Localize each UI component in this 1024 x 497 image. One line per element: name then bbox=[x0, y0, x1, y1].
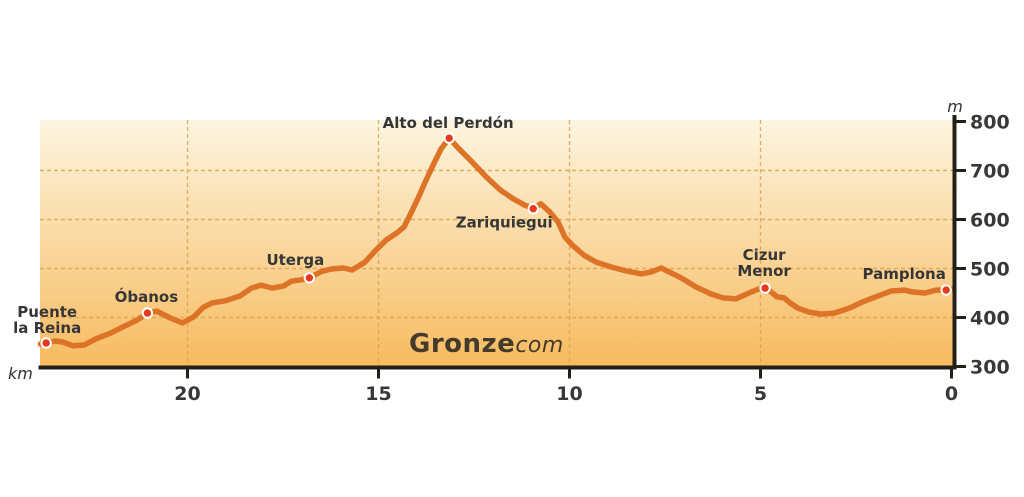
watermark-gronze: Gronzecom bbox=[409, 329, 564, 359]
station-marker-obanos bbox=[141, 307, 154, 319]
axes bbox=[38, 115, 966, 379]
elevation-line bbox=[37, 135, 955, 349]
station-marker-alto-del-perdon bbox=[443, 132, 455, 144]
y-tick-label-800: 800 bbox=[970, 112, 1010, 134]
x-tick-label-15: 15 bbox=[365, 383, 391, 405]
plot-background bbox=[40, 120, 953, 366]
station-label-uterga: Uterga bbox=[266, 251, 324, 269]
station-label-puente-la-reina: Puente la Reina bbox=[13, 303, 81, 337]
y-tick-label-500: 500 bbox=[970, 259, 1010, 281]
station-label-obanos: Óbanos bbox=[115, 287, 179, 306]
gridlines bbox=[40, 120, 953, 366]
y-tick-label-600: 600 bbox=[970, 210, 1010, 232]
watermark-suffix: com bbox=[515, 333, 564, 358]
x-tick-label-0: 0 bbox=[945, 383, 958, 405]
station-label-pamplona: Pamplona bbox=[862, 265, 945, 283]
y-axis-unit-label: m bbox=[947, 97, 963, 116]
x-tick-label-20: 20 bbox=[174, 383, 200, 405]
station-label-alto-del-perdon: Alto del Perdón bbox=[383, 114, 514, 132]
x-axis-unit-label: km bbox=[8, 364, 33, 383]
station-marker-pamplona bbox=[940, 284, 952, 296]
station-marker-uterga bbox=[303, 272, 316, 284]
watermark-brand: Gronze bbox=[409, 329, 516, 359]
x-tick-label-5: 5 bbox=[754, 383, 767, 405]
station-marker-puente-la-reina bbox=[40, 337, 52, 349]
y-tick-label-700: 700 bbox=[970, 161, 1010, 183]
station-label-zariquiegui: Zariquiegui bbox=[456, 214, 553, 232]
station-marker-zariquiegui bbox=[527, 203, 539, 215]
x-tick-label-10: 10 bbox=[556, 383, 582, 405]
y-tick-label-300: 300 bbox=[970, 357, 1010, 379]
station-label-cizur-menor: Cizur Menor bbox=[737, 246, 791, 280]
station-marker-cizur-menor bbox=[759, 282, 771, 294]
y-tick-label-400: 400 bbox=[970, 308, 1010, 330]
